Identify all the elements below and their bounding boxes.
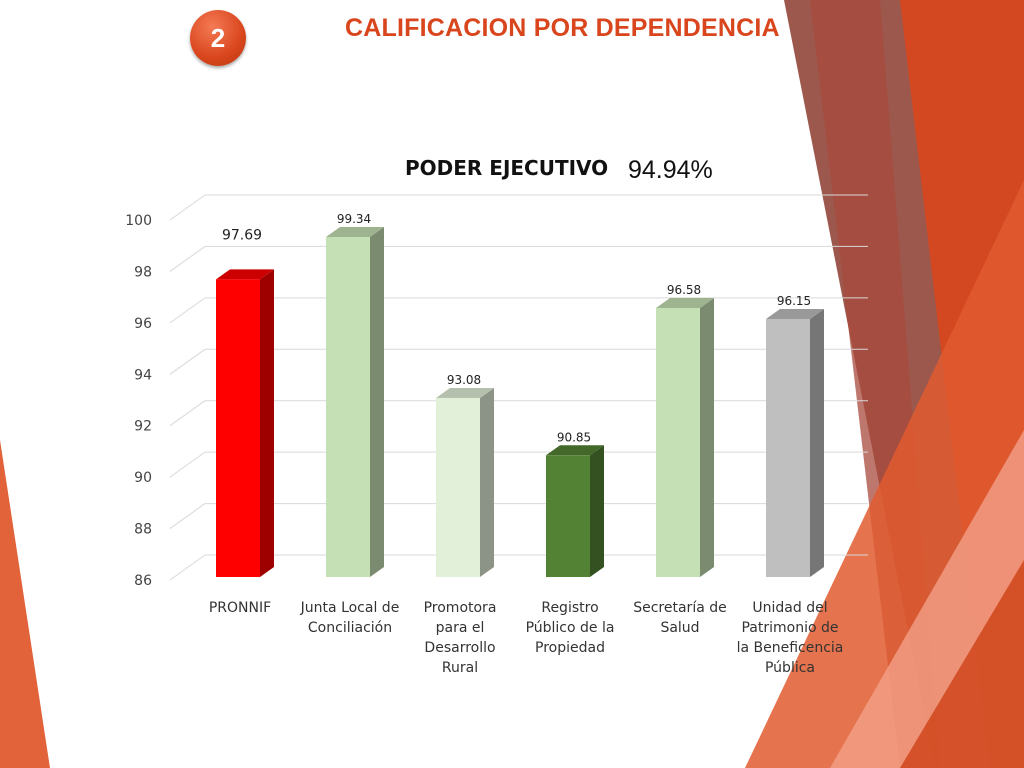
- gridline-depth: [169, 400, 206, 427]
- y-axis-ticks: 86 88 90 92 94 96 98 100: [125, 213, 152, 589]
- bar: [216, 269, 274, 577]
- y-tick-label: 90: [134, 470, 152, 486]
- y-tick-label: 86: [134, 573, 152, 589]
- y-tick-label: 88: [134, 522, 152, 538]
- bar-side: [700, 297, 714, 577]
- gridline-depth: [169, 451, 206, 478]
- x-tick-label: para el: [436, 620, 485, 636]
- x-tick-label: Patrimonio de: [741, 620, 838, 636]
- x-tick-label: la Beneficencia: [737, 640, 844, 656]
- bar-top: [326, 226, 384, 237]
- bar-front: [656, 307, 700, 577]
- gridline-depth: [169, 503, 206, 529]
- bar-top: [216, 269, 274, 280]
- slide-number-badge: 2: [190, 10, 246, 66]
- y-tick-label: 96: [134, 316, 152, 332]
- gridline-depth: [169, 194, 206, 221]
- x-tick-label: Propiedad: [535, 640, 605, 656]
- y-tick-label: 94: [134, 367, 152, 383]
- bar: [546, 445, 604, 577]
- data-label: 99.34: [337, 212, 371, 226]
- bar-side: [810, 309, 824, 577]
- bar-side: [370, 226, 384, 577]
- bar-front: [326, 236, 370, 577]
- chart-title: PODER EJECUTIVO: [405, 156, 609, 180]
- gridline-depth: [169, 297, 206, 324]
- slide-title: CALIFICACION POR DEPENDENCIA: [345, 14, 780, 42]
- x-tick-label: PRONNIF: [209, 600, 271, 616]
- x-tick-label: Desarrollo: [424, 640, 495, 656]
- chart-labels: 97.69 PRONNIF 99.34 Junta Local de Conciliac…: [209, 212, 844, 676]
- bar-top: [656, 297, 714, 308]
- x-tick-label: Registro: [541, 600, 598, 616]
- chart-bars: [216, 226, 824, 577]
- gridline-depth: [169, 348, 206, 375]
- chart-gridlines: [169, 194, 868, 581]
- gridline-depth: [169, 554, 206, 581]
- bar-front: [436, 397, 480, 577]
- x-tick-label: Pública: [765, 660, 815, 676]
- x-tick-label: Salud: [660, 620, 699, 636]
- data-label: 96.58: [667, 283, 701, 297]
- bar: [656, 297, 714, 577]
- bar-top: [546, 445, 604, 456]
- x-tick-label: Secretaría de: [633, 600, 727, 616]
- bar: [436, 387, 494, 577]
- bar: [326, 226, 384, 577]
- bar-front: [216, 279, 260, 577]
- bar-front: [546, 455, 590, 577]
- x-tick-label: Rural: [442, 660, 478, 676]
- bar-top: [766, 309, 824, 319]
- y-tick-label: 100: [125, 213, 152, 229]
- chart-total-label: 94.94%: [628, 156, 713, 184]
- slide-number: 2: [210, 22, 226, 53]
- x-tick-label: Junta Local de: [300, 600, 400, 616]
- bar: [766, 309, 824, 577]
- y-tick-label: 98: [134, 264, 152, 280]
- data-label: 97.69: [222, 227, 262, 243]
- gridline-depth: [169, 246, 206, 272]
- x-tick-label: Promotora: [424, 600, 497, 616]
- bar-front: [766, 319, 810, 577]
- data-label: 90.85: [557, 430, 591, 444]
- x-tick-label: Público de la: [526, 620, 615, 636]
- data-label: 93.08: [447, 373, 481, 387]
- bar-side: [590, 445, 604, 577]
- x-tick-label: Conciliación: [308, 620, 392, 636]
- bar-top: [436, 387, 494, 398]
- data-label: 96.15: [777, 294, 811, 308]
- y-tick-label: 92: [134, 419, 152, 435]
- x-tick-label: Unidad del: [752, 600, 827, 616]
- bar-side: [260, 269, 274, 577]
- bar-side: [480, 387, 494, 577]
